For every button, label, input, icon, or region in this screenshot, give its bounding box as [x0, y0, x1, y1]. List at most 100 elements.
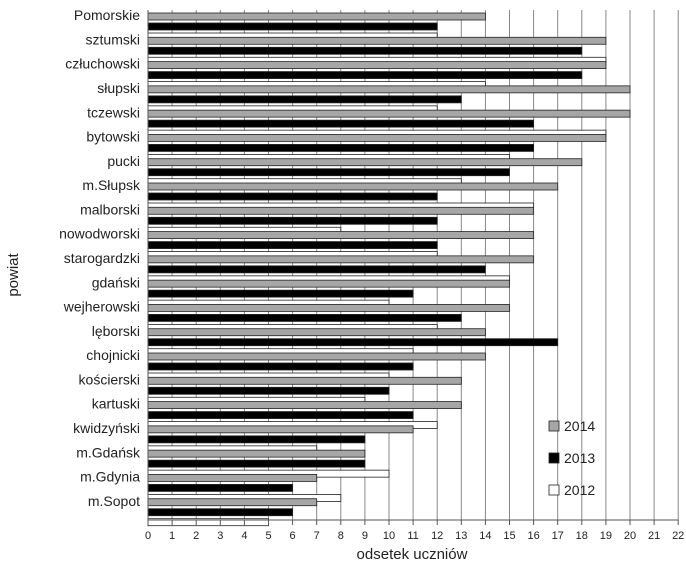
x-tick-label: 2 — [193, 530, 199, 542]
bar-2013 — [147, 435, 366, 444]
legend-swatch-2013 — [548, 452, 560, 464]
legend: 2014 2013 2012 — [548, 418, 595, 498]
x-tick-label: 3 — [217, 530, 223, 542]
category-label: wejherowski — [63, 299, 140, 315]
bar-2014 — [147, 304, 510, 312]
bar-2014 — [147, 61, 607, 69]
bar-2013 — [147, 241, 438, 249]
bar-2014 — [147, 206, 535, 215]
bar-2014 — [147, 36, 607, 45]
bar-2013 — [147, 386, 390, 395]
x-tick-label: 19 — [600, 530, 612, 542]
bar-2014 — [147, 279, 510, 288]
legend-swatch-2014 — [548, 420, 560, 432]
bar-2013 — [147, 484, 294, 492]
bar-2014 — [147, 352, 486, 361]
bar-2013 — [147, 314, 462, 322]
bar-2013 — [147, 71, 583, 79]
legend-label-2012: 2012 — [564, 482, 595, 498]
bar-2014 — [147, 328, 486, 337]
x-tick-label: 5 — [265, 530, 271, 542]
category-label: m.Gdynia — [80, 469, 140, 485]
x-tick-label: 11 — [407, 530, 418, 542]
bar-2013 — [147, 168, 510, 177]
category-label: słupski — [97, 80, 140, 96]
x-tick-label: 16 — [527, 530, 539, 542]
legend-swatch-2012 — [548, 484, 560, 496]
bar-2013 — [147, 265, 486, 274]
x-tick-label: 8 — [338, 530, 344, 542]
category-label: lęborski — [92, 323, 140, 339]
category-label: starogardzki — [64, 250, 140, 266]
category-label: malborski — [80, 201, 140, 217]
bar-2014 — [147, 498, 318, 507]
bar-2013 — [147, 144, 535, 152]
bar-2014 — [147, 474, 318, 482]
bar-2014 — [147, 109, 631, 118]
bar-2013 — [147, 289, 414, 298]
x-tick-label: 20 — [624, 530, 636, 542]
x-tick-label: 9 — [362, 530, 368, 542]
bar-2013 — [147, 119, 535, 128]
bar-2014 — [147, 449, 366, 458]
x-tick-label: 1 — [169, 530, 175, 542]
bar-2014 — [147, 85, 631, 94]
category-label: chojnicki — [86, 347, 140, 363]
legend-label-2014: 2014 — [564, 418, 595, 434]
category-label: kartuski — [92, 396, 140, 412]
axes: 0 1 2 3 4 5 6 7 8 9 10 11 12 13 14 15 16 17 18 19 20 21 22 — [145, 10, 684, 542]
category-label: m.Gdańsk — [76, 444, 141, 460]
category-label: Pomorskie — [74, 7, 140, 23]
x-tick-label: 17 — [552, 530, 564, 542]
x-tick-label: 10 — [383, 530, 395, 542]
category-label: sztumski — [86, 31, 140, 47]
y-axis-title: powiat — [5, 252, 22, 296]
bar-2013 — [147, 362, 414, 371]
x-tick-label: 13 — [455, 530, 467, 542]
bar-2013 — [147, 411, 414, 419]
bar-2013 — [147, 192, 438, 201]
bar-2013 — [147, 216, 438, 225]
category-label: m.Słupsk — [82, 177, 141, 193]
x-tick-label: 6 — [290, 530, 296, 542]
bar-2014 — [147, 401, 462, 409]
category-label: pucki — [107, 153, 140, 169]
category-label: człuchowski — [65, 56, 140, 72]
grid — [171, 10, 679, 520]
category-label: tczewski — [87, 104, 140, 120]
bar-2014 — [147, 182, 559, 191]
bar-2014 — [147, 425, 414, 434]
category-label: nowodworski — [59, 226, 140, 242]
x-tick-label: 18 — [576, 530, 588, 542]
bar-2013 — [147, 46, 583, 55]
category-label: gdański — [92, 274, 140, 290]
category-label: bytowski — [86, 129, 140, 145]
bar-2013 — [147, 508, 294, 517]
legend-label-2013: 2013 — [564, 450, 595, 466]
bars — [147, 12, 631, 527]
category-label: kwidzyński — [73, 420, 140, 436]
bar-2014 — [147, 134, 607, 142]
bar-2013 — [147, 95, 462, 104]
x-axis-title: odsetek uczniów — [357, 546, 468, 563]
x-tick-label: 12 — [431, 530, 443, 542]
bar-2013 — [147, 338, 559, 347]
labels: Pomorskie sztumski człuchowski słupski tczew… — [59, 7, 141, 509]
category-label: m.Sopot — [88, 493, 140, 509]
bar-2014 — [147, 255, 535, 264]
bar-2014 — [147, 376, 462, 385]
x-tick-label: 22 — [672, 530, 684, 542]
bar-2013 — [147, 22, 438, 31]
x-tick-label: 15 — [503, 530, 515, 542]
x-tick-label: 21 — [648, 530, 660, 542]
x-tick-label: 7 — [314, 530, 320, 542]
x-tick-label: 14 — [479, 530, 491, 542]
category-label: kościerski — [79, 371, 140, 387]
bar-2013 — [147, 459, 366, 468]
x-tick-label: 4 — [241, 530, 247, 542]
bar-2014 — [147, 12, 486, 21]
bar-2014 — [147, 231, 535, 239]
x-tick-label: 0 — [145, 530, 151, 542]
